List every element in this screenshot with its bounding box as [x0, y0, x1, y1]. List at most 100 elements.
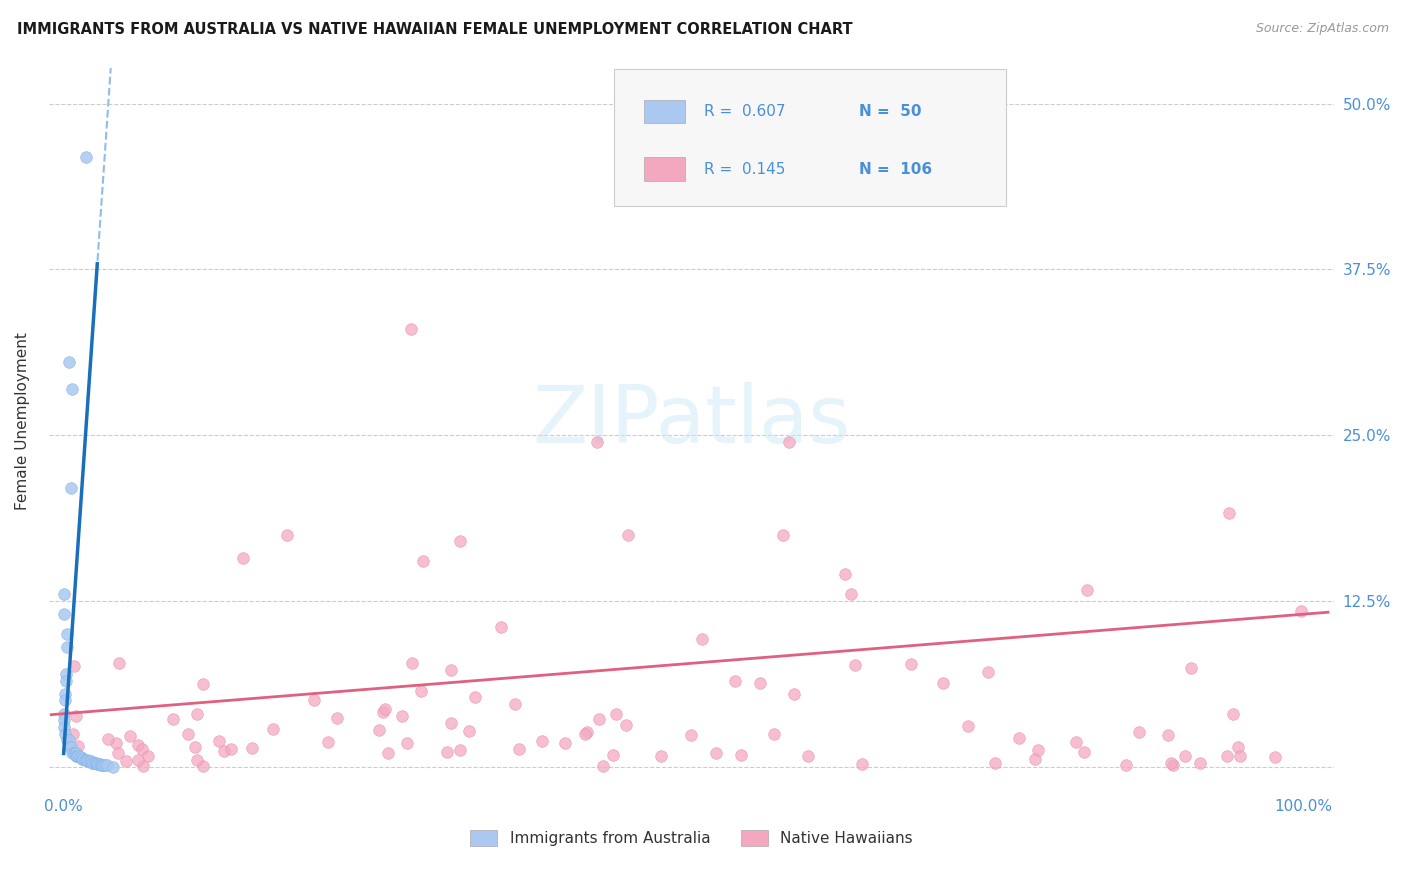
- Point: [114, 754, 136, 768]
- Text: ZIPatlas: ZIPatlas: [533, 382, 851, 459]
- Point: [65, 749, 87, 764]
- Point: [97, 732, 120, 747]
- Point: [1180, 660, 1202, 674]
- Point: [377, 746, 399, 760]
- Point: [1028, 743, 1050, 757]
- Point: [1174, 749, 1197, 764]
- Point: [67, 739, 90, 753]
- Point: [605, 707, 627, 722]
- Point: [184, 739, 207, 754]
- Point: [681, 728, 703, 742]
- Point: [326, 711, 349, 725]
- Point: [73, 753, 96, 767]
- Point: [52, 587, 75, 601]
- Point: [131, 758, 153, 772]
- Point: [52, 720, 75, 734]
- Text: IMMIGRANTS FROM AUSTRALIA VS NATIVE HAWAIIAN FEMALE UNEMPLOYMENT CORRELATION CHA: IMMIGRANTS FROM AUSTRALIA VS NATIVE HAWA…: [17, 22, 852, 37]
- Point: [1064, 735, 1087, 749]
- Point: [616, 527, 638, 541]
- Point: [65, 747, 87, 761]
- Point: [844, 657, 866, 672]
- Point: [55, 666, 77, 681]
- Point: [371, 705, 394, 719]
- Point: [491, 620, 513, 634]
- Point: [318, 735, 340, 749]
- Point: [70, 750, 93, 764]
- Point: [1264, 750, 1286, 764]
- Point: [58, 733, 80, 747]
- Point: [118, 729, 141, 743]
- Point: [60, 747, 83, 761]
- Point: [575, 725, 598, 739]
- Point: [177, 727, 200, 741]
- Point: [90, 758, 112, 772]
- Point: [56, 627, 79, 641]
- Point: [79, 755, 101, 769]
- Point: [530, 734, 553, 748]
- Point: [63, 658, 86, 673]
- Point: [91, 758, 114, 772]
- Point: [503, 698, 526, 712]
- Point: [457, 724, 479, 739]
- Point: [409, 684, 432, 698]
- Point: [89, 757, 111, 772]
- Point: [1291, 604, 1313, 618]
- Point: [1218, 506, 1240, 520]
- Point: [449, 743, 471, 757]
- Point: [778, 434, 800, 449]
- Point: [77, 755, 100, 769]
- Point: [65, 709, 87, 723]
- Point: [1229, 748, 1251, 763]
- Point: [401, 656, 423, 670]
- Point: [63, 747, 86, 761]
- Point: [399, 322, 422, 336]
- Point: [103, 760, 125, 774]
- Point: [1024, 752, 1046, 766]
- Point: [412, 554, 434, 568]
- Point: [91, 758, 114, 772]
- Point: [574, 727, 596, 741]
- Point: [232, 550, 254, 565]
- Point: [368, 723, 391, 737]
- Point: [748, 675, 770, 690]
- Point: [585, 434, 607, 449]
- Point: [1160, 756, 1182, 771]
- Point: [53, 726, 76, 740]
- Point: [75, 753, 97, 767]
- Point: [304, 692, 326, 706]
- Point: [56, 733, 79, 747]
- Point: [93, 758, 115, 772]
- Point: [52, 607, 75, 622]
- Point: [82, 756, 104, 770]
- Point: [704, 746, 727, 760]
- Point: [56, 640, 79, 655]
- Point: [1076, 583, 1098, 598]
- Point: [956, 719, 979, 733]
- Point: [107, 746, 129, 760]
- Point: [614, 717, 637, 731]
- Point: [82, 756, 104, 770]
- Point: [72, 752, 94, 766]
- Point: [730, 748, 752, 763]
- FancyBboxPatch shape: [644, 100, 685, 123]
- Point: [1226, 739, 1249, 754]
- Point: [76, 753, 98, 767]
- Point: [70, 752, 93, 766]
- Point: [1073, 745, 1095, 759]
- Point: [191, 758, 214, 772]
- Point: [797, 748, 820, 763]
- Point: [976, 665, 998, 679]
- Point: [96, 758, 118, 772]
- Point: [53, 693, 76, 707]
- Point: [212, 744, 235, 758]
- Point: [440, 716, 463, 731]
- Point: [588, 712, 610, 726]
- Point: [772, 527, 794, 541]
- Point: [136, 749, 159, 764]
- Point: [592, 759, 614, 773]
- Point: [80, 755, 103, 769]
- Point: [86, 757, 108, 772]
- Point: [240, 740, 263, 755]
- Point: [834, 567, 856, 582]
- Text: R =  0.607: R = 0.607: [704, 103, 786, 119]
